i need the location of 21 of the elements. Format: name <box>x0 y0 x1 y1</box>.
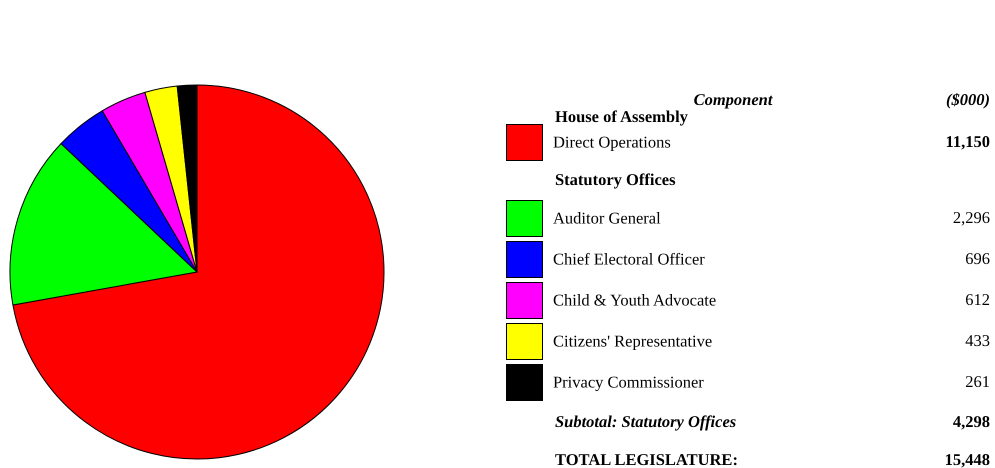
text: 15,448 <box>944 450 990 468</box>
legend-title: Component <box>694 90 773 109</box>
text: TOTAL LEGISLATURE: <box>555 450 738 468</box>
legend-label: Child & Youth Advocate <box>553 290 716 310</box>
text: 4,298 <box>952 412 990 431</box>
pie-slice <box>12 84 384 460</box>
legend-label: Chief Electoral Officer <box>553 250 706 268</box>
text: ($000) <box>946 90 990 109</box>
data-label: 11,150 <box>946 132 990 151</box>
data-label: 433 <box>965 331 990 350</box>
data-label: 2,296 <box>952 208 990 227</box>
legend-label: Citizens' Representative <box>553 332 712 350</box>
data-label: 612 <box>965 290 990 309</box>
text: Subtotal: Statutory Offices <box>555 412 736 431</box>
data-label: 696 <box>965 249 990 268</box>
text: Statutory Offices <box>555 170 676 189</box>
text: House of Assembly <box>555 107 689 126</box>
data-label: 261 <box>965 372 990 391</box>
legend-label: Privacy Commissioner <box>553 372 704 392</box>
legend-label: Direct Operations <box>553 132 671 152</box>
legend-label: Auditor General <box>553 208 662 228</box>
